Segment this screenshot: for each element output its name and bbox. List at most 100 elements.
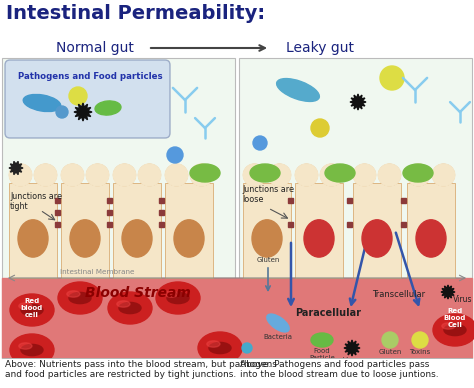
Text: Bacteria: Bacteria (264, 334, 292, 340)
Ellipse shape (277, 78, 319, 101)
Polygon shape (350, 94, 366, 110)
Ellipse shape (23, 94, 61, 111)
Ellipse shape (174, 220, 204, 257)
Circle shape (380, 66, 404, 90)
FancyBboxPatch shape (165, 183, 213, 278)
Ellipse shape (19, 303, 32, 309)
Polygon shape (74, 103, 92, 121)
Bar (159, 198, 164, 203)
Ellipse shape (207, 341, 220, 347)
Ellipse shape (432, 164, 455, 186)
Ellipse shape (407, 164, 430, 186)
Ellipse shape (190, 164, 220, 182)
Ellipse shape (86, 164, 109, 186)
Bar (2, 278, 472, 358)
Ellipse shape (250, 164, 280, 182)
Ellipse shape (117, 301, 130, 307)
Ellipse shape (167, 293, 189, 303)
Bar (347, 198, 353, 203)
Text: Red
blood
cell: Red blood cell (21, 298, 43, 318)
Text: Red
Blood
Cell: Red Blood Cell (444, 308, 466, 328)
FancyBboxPatch shape (9, 183, 57, 278)
Bar (108, 222, 112, 227)
Ellipse shape (353, 164, 376, 186)
FancyBboxPatch shape (295, 183, 343, 278)
Bar (289, 198, 293, 203)
Ellipse shape (58, 282, 102, 314)
Circle shape (69, 87, 87, 105)
Ellipse shape (325, 164, 355, 182)
Text: Gluten: Gluten (256, 257, 280, 263)
Circle shape (242, 343, 252, 353)
Bar (401, 222, 407, 227)
Circle shape (382, 332, 398, 348)
Ellipse shape (378, 164, 401, 186)
Ellipse shape (362, 220, 392, 257)
Ellipse shape (9, 164, 32, 186)
Ellipse shape (10, 294, 54, 326)
Text: Normal gut: Normal gut (56, 41, 134, 55)
Text: Above: Pathogens and food particles pass
into the blood stream due to loose junt: Above: Pathogens and food particles pass… (240, 360, 438, 379)
Circle shape (167, 147, 183, 163)
Ellipse shape (198, 332, 242, 364)
Text: Toxins: Toxins (410, 349, 430, 355)
Ellipse shape (444, 324, 466, 336)
Ellipse shape (252, 220, 282, 257)
Text: Pathogens and Food particles: Pathogens and Food particles (18, 72, 163, 81)
Bar (401, 198, 407, 203)
Ellipse shape (442, 323, 455, 329)
Bar (55, 222, 61, 227)
Ellipse shape (18, 220, 48, 257)
Polygon shape (9, 161, 23, 175)
Ellipse shape (267, 314, 289, 332)
Text: Virus: Virus (343, 357, 361, 363)
FancyBboxPatch shape (5, 60, 170, 138)
Text: Intestinal Membrane: Intestinal Membrane (60, 269, 135, 275)
Ellipse shape (34, 164, 57, 186)
Bar (347, 222, 353, 227)
Ellipse shape (295, 164, 318, 186)
Polygon shape (441, 285, 455, 299)
Circle shape (311, 119, 329, 137)
FancyBboxPatch shape (239, 58, 472, 358)
Ellipse shape (320, 164, 343, 186)
Ellipse shape (165, 164, 188, 186)
FancyBboxPatch shape (353, 183, 401, 278)
Ellipse shape (21, 305, 43, 315)
Ellipse shape (138, 164, 161, 186)
Ellipse shape (108, 292, 152, 324)
Ellipse shape (156, 282, 200, 314)
Ellipse shape (311, 333, 333, 347)
Text: Blood Stream: Blood Stream (85, 286, 191, 300)
Circle shape (56, 106, 68, 118)
Bar (55, 210, 61, 215)
Ellipse shape (113, 164, 136, 186)
Bar (108, 210, 112, 215)
Ellipse shape (95, 101, 121, 115)
FancyBboxPatch shape (407, 183, 455, 278)
Bar (289, 222, 293, 227)
Text: Junctions are
loose: Junctions are loose (242, 185, 294, 204)
Ellipse shape (67, 291, 80, 297)
Ellipse shape (70, 220, 100, 257)
Ellipse shape (10, 334, 54, 366)
FancyBboxPatch shape (243, 183, 291, 278)
Ellipse shape (21, 345, 43, 355)
Bar (159, 222, 164, 227)
Bar (55, 198, 61, 203)
Ellipse shape (433, 314, 474, 346)
Polygon shape (344, 340, 360, 356)
FancyBboxPatch shape (2, 58, 235, 358)
Bar (2, 358, 237, 386)
Text: Above: Nutrients pass into the blood stream, but pathogens
and food particles ar: Above: Nutrients pass into the blood str… (5, 360, 277, 379)
Ellipse shape (268, 164, 291, 186)
Ellipse shape (61, 164, 84, 186)
FancyBboxPatch shape (61, 183, 109, 278)
Text: Virus: Virus (453, 295, 473, 304)
Ellipse shape (403, 164, 433, 182)
Text: Intestinal Permeability:: Intestinal Permeability: (6, 4, 265, 23)
Text: Gluten: Gluten (378, 349, 401, 355)
Ellipse shape (304, 220, 334, 257)
Ellipse shape (190, 164, 213, 186)
Ellipse shape (243, 164, 266, 186)
